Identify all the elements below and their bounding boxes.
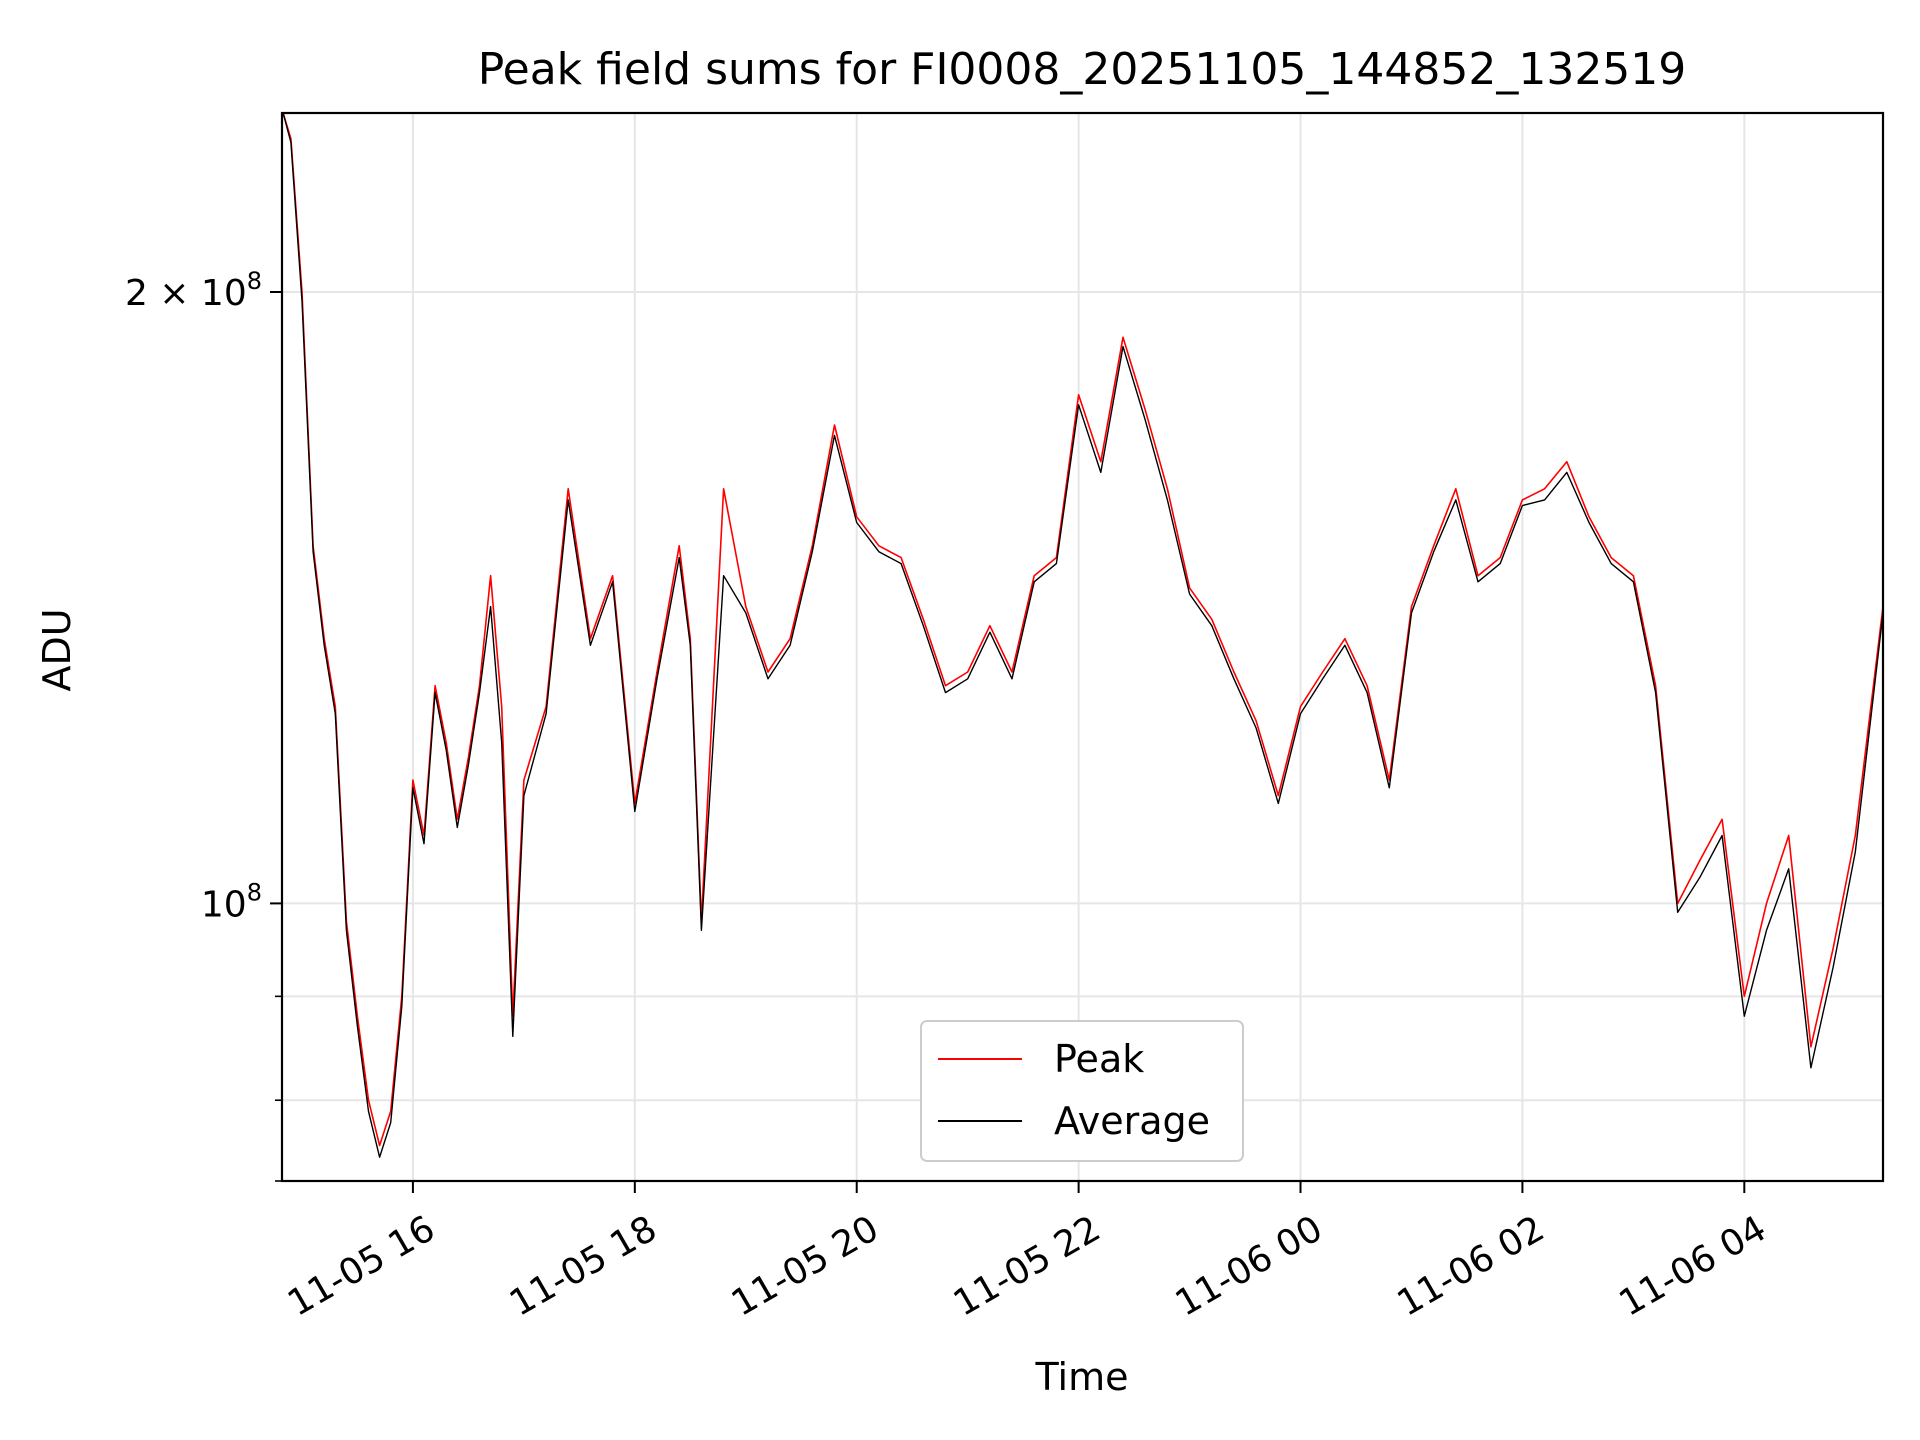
legend: Peak Average xyxy=(920,1020,1244,1162)
x-axis-label: Time xyxy=(1035,1355,1129,1399)
y-tick-label: 108 xyxy=(201,878,262,925)
chart-title: Peak field sums for FI0008_20251105_1448… xyxy=(478,44,1687,95)
peak-series-line xyxy=(282,112,1884,1147)
legend-average-label: Average xyxy=(1054,1099,1210,1143)
y-axis-label: ADU xyxy=(35,608,79,691)
legend-box xyxy=(920,1020,1244,1162)
series-layer xyxy=(282,112,1884,1158)
y-tick-label: 2 × 108 xyxy=(125,267,262,314)
legend-peak-label: Peak xyxy=(1054,1037,1144,1081)
average-series-line xyxy=(282,112,1884,1158)
plot-frame xyxy=(280,111,1885,1183)
